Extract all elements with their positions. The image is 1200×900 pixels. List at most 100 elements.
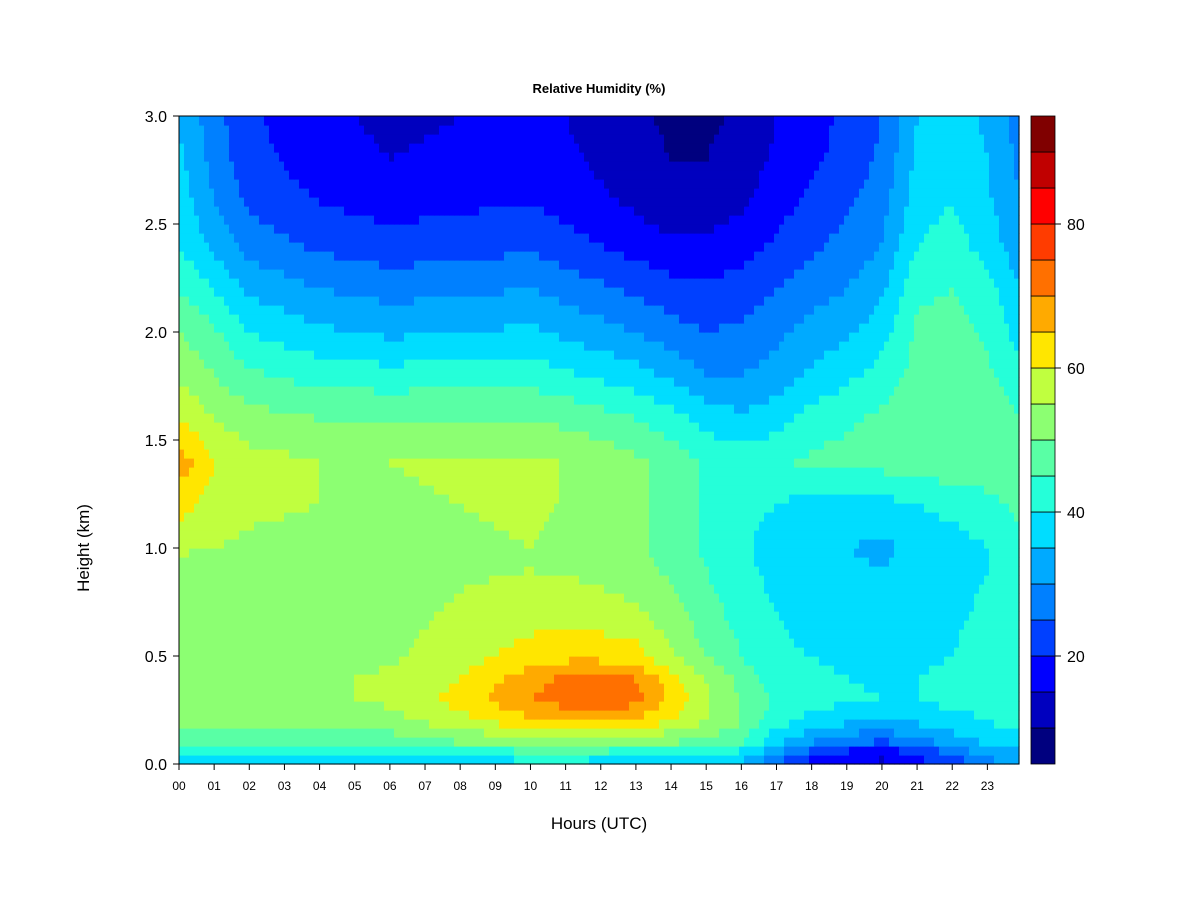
heatmap-cell <box>229 602 235 612</box>
heatmap-cell <box>999 620 1005 630</box>
heatmap-cell <box>214 530 220 540</box>
heatmap-cell <box>184 584 190 594</box>
heatmap-cell <box>829 566 835 576</box>
heatmap-cell <box>559 611 565 621</box>
heatmap-cell <box>669 620 675 630</box>
heatmap-cell <box>584 521 590 531</box>
heatmap-cell <box>554 755 560 765</box>
heatmap-cell <box>379 548 385 558</box>
heatmap-cell <box>619 494 625 504</box>
heatmap-cell <box>869 701 875 711</box>
heatmap-cell <box>774 737 780 747</box>
heatmap-cell <box>629 719 635 729</box>
heatmap-cell <box>849 602 855 612</box>
heatmap-cell <box>614 521 620 531</box>
heatmap-cell <box>644 719 650 729</box>
heatmap-cell <box>219 683 225 693</box>
heatmap-cell <box>394 728 400 738</box>
heatmap-cell <box>394 566 400 576</box>
heatmap-cell <box>969 638 975 648</box>
heatmap-cell <box>604 548 610 558</box>
heatmap-cell <box>624 755 630 765</box>
heatmap-cell <box>344 683 350 693</box>
heatmap-cell <box>554 494 560 504</box>
heatmap-cell <box>924 593 930 603</box>
heatmap-cell <box>719 746 725 756</box>
heatmap-cell <box>364 728 370 738</box>
heatmap-cell <box>564 629 570 639</box>
heatmap-cell <box>204 557 210 567</box>
heatmap-cell <box>194 629 200 639</box>
heatmap-cell <box>499 755 505 765</box>
heatmap-cell <box>329 611 335 621</box>
heatmap-cell <box>234 521 240 531</box>
heatmap-cell <box>484 674 490 684</box>
heatmap-cell <box>404 602 410 612</box>
heatmap-cell <box>734 755 740 765</box>
heatmap-cell <box>284 548 290 558</box>
heatmap-cell <box>809 683 815 693</box>
heatmap-cell <box>359 584 365 594</box>
heatmap-cell <box>214 575 220 585</box>
heatmap-cell <box>364 647 370 657</box>
heatmap-cell <box>944 656 950 666</box>
heatmap-cell <box>889 584 895 594</box>
heatmap-cell <box>949 674 955 684</box>
heatmap-cell <box>849 737 855 747</box>
heatmap-cell <box>964 701 970 711</box>
heatmap-cell <box>224 701 230 711</box>
heatmap-cell <box>779 719 785 729</box>
heatmap-cell <box>699 701 705 711</box>
heatmap-cell <box>724 539 730 549</box>
heatmap-cell <box>724 512 730 522</box>
heatmap-cell <box>884 629 890 639</box>
heatmap-cell <box>184 728 190 738</box>
heatmap-cell <box>494 548 500 558</box>
heatmap-cell <box>959 575 965 585</box>
heatmap-cell <box>364 746 370 756</box>
heatmap-cell <box>359 521 365 531</box>
heatmap-cell <box>534 656 540 666</box>
heatmap-cell <box>589 584 595 594</box>
heatmap-cell <box>464 746 470 756</box>
heatmap-cell <box>379 593 385 603</box>
heatmap-cell <box>429 719 435 729</box>
heatmap-cell <box>834 656 840 666</box>
heatmap-cell <box>839 674 845 684</box>
heatmap-cell <box>929 728 935 738</box>
heatmap-cell <box>549 647 555 657</box>
heatmap-cell <box>999 503 1005 513</box>
heatmap-cell <box>974 719 980 729</box>
heatmap-cell <box>839 602 845 612</box>
heatmap-cell <box>1004 746 1010 756</box>
heatmap-cell <box>854 710 860 720</box>
heatmap-cell <box>239 593 245 603</box>
heatmap-cell <box>854 755 860 765</box>
heatmap-cell <box>809 692 815 702</box>
heatmap-cell <box>619 629 625 639</box>
heatmap-cell <box>974 683 980 693</box>
heatmap-cell <box>194 584 200 594</box>
heatmap-cell <box>304 710 310 720</box>
heatmap-cell <box>489 674 495 684</box>
heatmap-cell <box>274 728 280 738</box>
heatmap-cell <box>659 530 665 540</box>
heatmap-cell <box>824 557 830 567</box>
heatmap-cell <box>754 647 760 657</box>
heatmap-cell <box>434 539 440 549</box>
heatmap-cell <box>954 674 960 684</box>
heatmap-cell <box>514 674 520 684</box>
heatmap-cell <box>714 710 720 720</box>
heatmap-cell <box>909 575 915 585</box>
heatmap-cell <box>434 638 440 648</box>
heatmap-cell <box>564 512 570 522</box>
heatmap-cell <box>729 494 735 504</box>
heatmap-cell <box>499 512 505 522</box>
heatmap-cell <box>904 557 910 567</box>
heatmap-cell <box>914 593 920 603</box>
heatmap-cell <box>954 611 960 621</box>
heatmap-cell <box>409 674 415 684</box>
heatmap-cell <box>689 620 695 630</box>
heatmap-cell <box>344 755 350 765</box>
